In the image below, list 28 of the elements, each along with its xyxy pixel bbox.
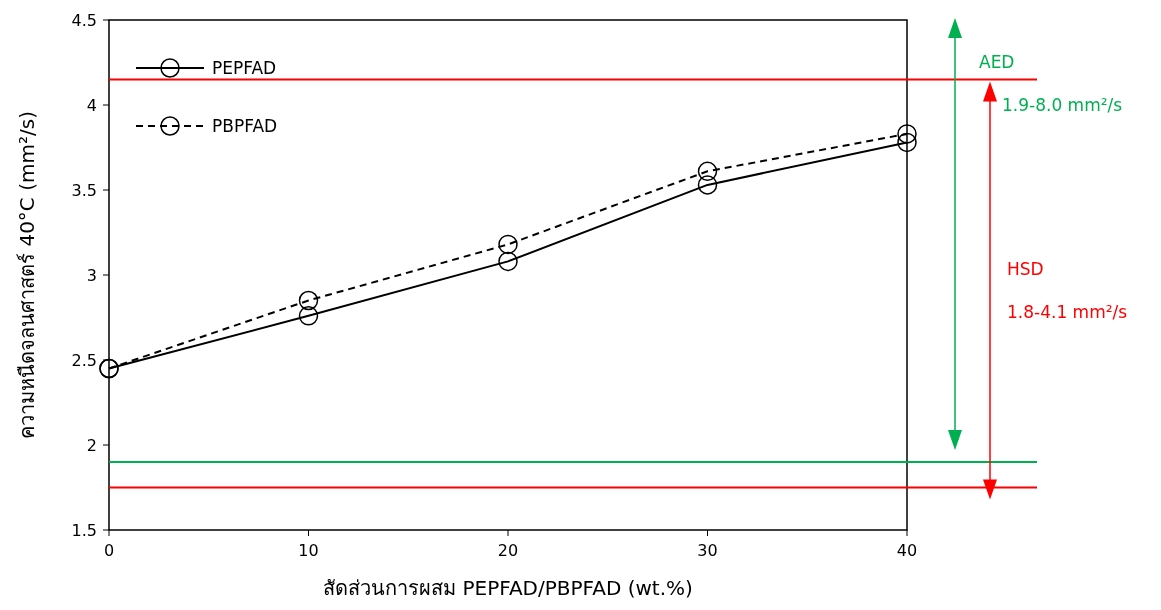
y-tick-label: 1.5 (71, 521, 97, 540)
x-tick-label: 10 (298, 541, 319, 560)
x-tick-label: 20 (497, 541, 519, 560)
ref-line-label: HSD (1007, 258, 1044, 279)
point (897, 124, 917, 144)
point (697, 175, 718, 195)
legend-label: PEPFAD (212, 58, 277, 78)
x-tick-label: 30 (697, 541, 718, 560)
x-tick-label: 0 (103, 541, 115, 560)
x-axis-title: สัดส่วนการผสม PEPFAD/PBPFAD (wt.%) (323, 576, 693, 600)
y-tick-label: 2 (86, 436, 97, 455)
point (298, 306, 319, 326)
y-tick-label: 2.5 (71, 351, 97, 370)
y-tick-label: 4.5 (71, 11, 97, 30)
point (897, 132, 917, 153)
text: 1.8-4.1 mm²/s (1007, 301, 1128, 322)
x-tick-label: 40 (896, 541, 918, 560)
text: 1.9-8.0 mm²/s (1002, 95, 1123, 115)
point (298, 290, 319, 311)
y-tick-label: 3 (86, 266, 97, 285)
legend-label: PBPFAD (212, 116, 278, 136)
y-tick-label: 3.5 (71, 181, 97, 200)
point (498, 234, 518, 255)
ref-line-label: AED (979, 52, 1015, 72)
y-axis-title: ความหนืดจลนศาสตร์ 40°C (mm²/s) (15, 111, 39, 439)
y-tick-label: 4 (86, 96, 97, 115)
point (498, 251, 518, 272)
point (697, 161, 718, 182)
